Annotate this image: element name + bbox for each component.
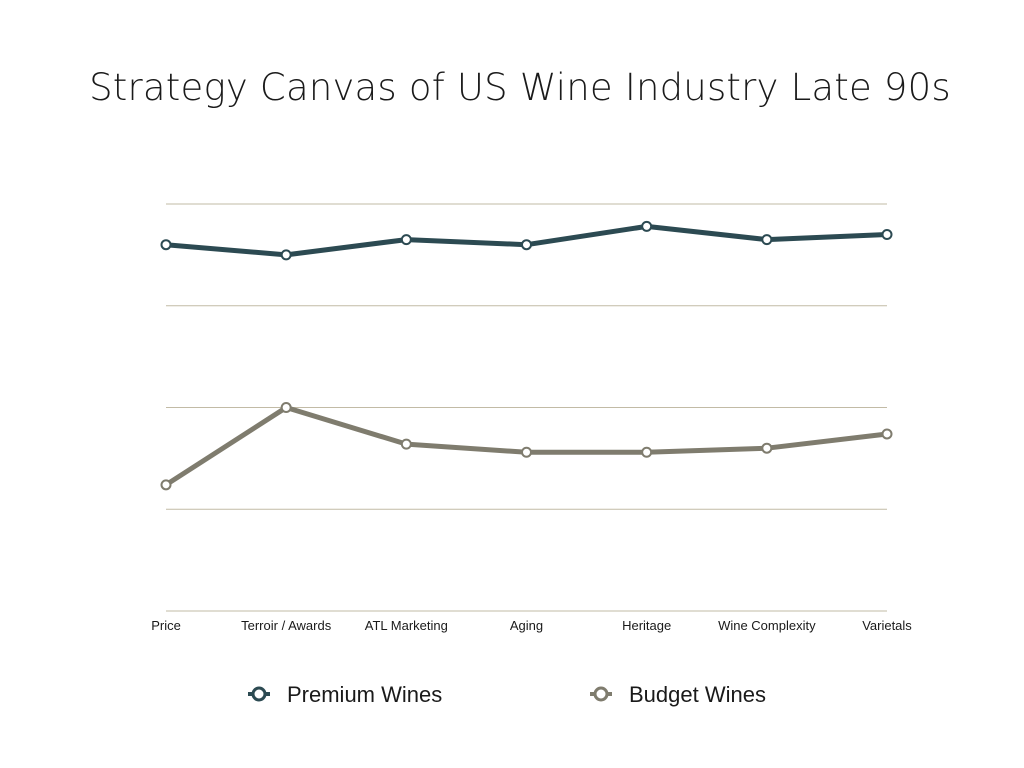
series-0 [160,220,893,261]
data-point [521,239,532,251]
legend: Premium Wines Budget Wines [248,682,766,707]
x-tick-label: Price [151,618,181,633]
legend-item: Premium Wines [248,682,442,707]
x-tick-label: Wine Complexity [718,618,816,633]
chart-title: Strategy Canvas of US Wine Industry Late… [89,66,951,109]
gridlines [166,203,887,612]
legend-label: Budget Wines [629,682,766,707]
legend-item: Budget Wines [590,682,766,707]
x-tick-label: Aging [510,618,543,633]
x-tick-label: Heritage [622,618,671,633]
data-point [400,234,412,246]
data-point [761,442,773,454]
data-point [761,234,773,246]
x-tick-label: ATL Marketing [365,618,448,633]
data-point [521,446,532,458]
data-point [280,402,292,413]
data-point [881,229,893,241]
series-line [163,405,890,488]
series-1 [160,402,893,491]
data-point [881,428,893,440]
x-tick-label: Varietals [862,618,912,633]
series-lines [160,220,893,491]
x-axis-labels: Price Terroir / Awards ATL Marketing Aging H… [151,618,912,633]
legend-label: Premium Wines [287,682,442,707]
data-point [160,479,172,491]
data-point [641,220,653,232]
legend-swatch-marker [251,686,267,702]
x-tick-label: Terroir / Awards [241,618,332,633]
data-point [280,249,292,261]
data-point [641,446,653,458]
data-point [160,239,172,251]
data-point [400,438,412,450]
legend-swatch-marker [593,686,609,702]
